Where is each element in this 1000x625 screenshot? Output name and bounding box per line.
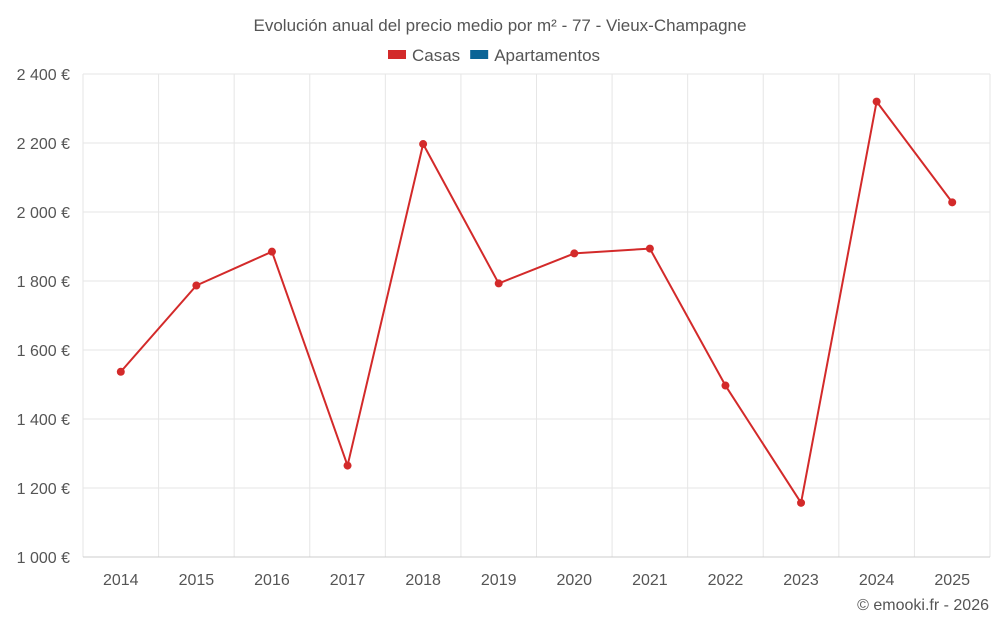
data-point[interactable] [645, 244, 654, 253]
data-point[interactable] [721, 381, 730, 390]
data-point[interactable] [116, 367, 125, 376]
x-tick-label: 2015 [179, 572, 215, 589]
data-point[interactable] [948, 198, 957, 207]
y-tick-label: 1 200 € [17, 481, 70, 498]
x-tick-label: 2022 [708, 572, 744, 589]
x-tick-label: 2021 [632, 572, 668, 589]
legend-label[interactable]: Casas [412, 46, 460, 65]
data-point[interactable] [494, 279, 503, 288]
data-point[interactable] [343, 461, 352, 470]
data-point[interactable] [267, 247, 276, 256]
x-tick-label: 2019 [481, 572, 517, 589]
credit-text: © emooki.fr - 2026 [857, 597, 989, 614]
x-tick-label: 2025 [934, 572, 970, 589]
y-tick-label: 2 400 € [17, 67, 70, 84]
data-point[interactable] [419, 140, 428, 149]
x-tick-label: 2014 [103, 572, 139, 589]
legend-label[interactable]: Apartamentos [494, 46, 600, 65]
y-axis-ticks: 1 000 € 1 200 € 1 400 € 1 600 € 1 800 € 2 000… [17, 67, 70, 567]
y-tick-label: 2 200 € [17, 136, 70, 153]
x-tick-label: 2024 [859, 572, 895, 589]
chart-title: Evolución anual del precio medio por m² … [254, 16, 747, 35]
legend-swatch [470, 50, 489, 59]
y-gridlines [83, 73, 990, 489]
y-tick-label: 2 000 € [17, 205, 70, 222]
data-point[interactable] [797, 498, 806, 507]
y-tick-label: 1 000 € [17, 550, 70, 567]
data-point[interactable] [570, 249, 579, 258]
y-tick-label: 1 400 € [17, 412, 70, 429]
x-tick-label: 2023 [783, 572, 819, 589]
data-point[interactable] [872, 97, 881, 106]
legend-swatch [388, 50, 406, 59]
legend[interactable]: Casas Apartamentos [388, 46, 600, 65]
y-tick-label: 1 800 € [17, 274, 70, 291]
data-point[interactable] [192, 281, 201, 290]
x-axis-ticks: 2014 2015 2016 2017 2018 2019 2020 2021 2022 2023… [103, 572, 970, 589]
x-tick-label: 2016 [254, 572, 290, 589]
x-gridlines [82, 74, 991, 557]
x-tick-label: 2020 [556, 572, 592, 589]
y-tick-label: 1 600 € [17, 343, 70, 360]
series-layer [116, 97, 957, 507]
x-tick-label: 2018 [405, 572, 441, 589]
series-line-casas [120, 100, 954, 504]
x-tick-label: 2017 [330, 572, 366, 589]
